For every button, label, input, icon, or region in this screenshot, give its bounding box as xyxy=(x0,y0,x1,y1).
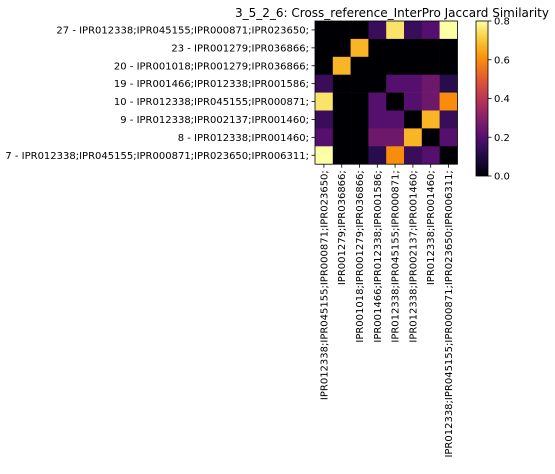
heatmap-cell xyxy=(404,38,423,58)
heatmap-cell xyxy=(315,128,334,147)
heatmap-cell xyxy=(350,38,369,58)
heatmap-cell xyxy=(404,74,423,93)
heatmap-cell xyxy=(421,74,440,93)
heatmap-cell xyxy=(350,56,369,75)
y-tick-label: 8 - IPR012338;IPR001460; xyxy=(178,133,309,144)
heatmap-cell xyxy=(315,21,334,40)
heatmap-cell xyxy=(404,110,423,129)
heatmap-cell xyxy=(368,21,387,40)
heatmap-cell xyxy=(404,128,423,147)
y-tick-label: 7 - IPR012338;IPR045155;IPR000871;IPR023… xyxy=(5,151,309,162)
x-tick-label: IPR001466;IPR012338;IPR001586; xyxy=(373,170,384,342)
heatmap-cell xyxy=(332,128,351,147)
colorbar-tick-label: 0.4 xyxy=(494,94,510,105)
heatmap-cell xyxy=(332,74,351,93)
heatmap-cell xyxy=(439,38,458,58)
heatmap-cell xyxy=(386,146,405,165)
heatmap-cell xyxy=(439,146,458,165)
heatmap-cell xyxy=(386,21,405,40)
heatmap-cell xyxy=(439,56,458,75)
heatmap-cell xyxy=(439,74,458,93)
heatmap-cell xyxy=(350,74,369,93)
heatmap-cell xyxy=(368,110,387,129)
heatmap-cell xyxy=(421,128,440,147)
x-tick-label: IPR001018;IPR001279;IPR036866; xyxy=(355,170,366,342)
heatmap-cell xyxy=(421,110,440,129)
y-tick-label: 19 - IPR001466;IPR012338;IPR001586; xyxy=(114,79,309,90)
heatmap-cell xyxy=(332,21,351,40)
colorbar-gradient xyxy=(475,20,489,177)
heatmap-cell xyxy=(332,56,351,75)
chart-title: 3_5_2_6: Cross_reference_InterPro Jaccar… xyxy=(235,6,549,20)
heatmap-cell xyxy=(368,146,387,165)
y-tick-label: 20 - IPR001018;IPR001279;IPR036866; xyxy=(114,61,309,72)
y-tick-label: 10 - IPR012338;IPR045155;IPR000871; xyxy=(114,97,309,108)
heatmap-cell xyxy=(315,38,334,58)
heatmap-cell xyxy=(368,128,387,147)
heatmap-cell xyxy=(404,21,423,40)
heatmap-cell xyxy=(386,38,405,58)
heatmap-cell xyxy=(439,128,458,147)
plot-frame xyxy=(314,20,458,165)
heatmap-cell xyxy=(421,56,440,75)
heatmap-cell xyxy=(439,92,458,111)
heatmap-cell xyxy=(368,38,387,58)
x-tick-label: IPR012338;IPR001460; xyxy=(426,170,437,285)
x-tick-label: IPR012338;IPR045155;IPR000871;IPR023650; xyxy=(319,170,330,400)
heatmap-cell xyxy=(368,74,387,93)
heatmap-cell xyxy=(404,92,423,111)
heatmap-cell xyxy=(368,92,387,111)
heatmap-cell xyxy=(350,146,369,165)
heatmap-cell xyxy=(386,56,405,75)
heatmap-cells xyxy=(315,21,458,165)
colorbar-tick-label: 0.0 xyxy=(494,172,510,183)
heatmap-cell xyxy=(439,110,458,129)
heatmap-cell xyxy=(315,74,334,93)
x-tick-label: IPR012338;IPR045155;IPR000871; xyxy=(391,170,402,342)
heatmap-cell xyxy=(315,56,334,75)
y-tick-label: 27 - IPR012338;IPR045155;IPR000871;IPR02… xyxy=(56,25,309,36)
x-tick-label: IPR012338;IPR002137;IPR001460; xyxy=(408,170,419,342)
heatmap-cell xyxy=(386,92,405,111)
colorbar-tick-label: 0.6 xyxy=(494,55,510,66)
y-tick-label: 9 - IPR012338;IPR002137;IPR001460; xyxy=(120,115,309,126)
colorbar-tick-label: 0.2 xyxy=(494,133,510,144)
heatmap-cell xyxy=(332,38,351,58)
heatmap-cell xyxy=(350,21,369,40)
heatmap-cell xyxy=(386,110,405,129)
heatmap-cell xyxy=(332,110,351,129)
heatmap-cell xyxy=(386,74,405,93)
heatmap-cell xyxy=(315,146,334,165)
y-tick-label: 23 - IPR001279;IPR036866; xyxy=(171,43,309,54)
heatmap-cell xyxy=(350,128,369,147)
y-axis-labels: 27 - IPR012338;IPR045155;IPR000871;IPR02… xyxy=(5,25,315,162)
heatmap-cell xyxy=(439,21,458,40)
colorbar-tick-label: 0.8 xyxy=(494,17,510,28)
heatmap-cell xyxy=(315,92,334,111)
heatmap-cell xyxy=(386,128,405,147)
heatmap-cell xyxy=(421,38,440,58)
heatmap-cell xyxy=(421,146,440,165)
heatmap-cell xyxy=(404,146,423,165)
heatmap-cell xyxy=(350,92,369,111)
heatmap-cell xyxy=(421,92,440,111)
heatmap-cell xyxy=(404,56,423,75)
x-tick-label: IPR012338;IPR045155;IPR000871;IPR023650;… xyxy=(444,170,455,457)
x-tick-label: IPR001279;IPR036866; xyxy=(337,170,348,285)
heatmap-cell xyxy=(421,21,440,40)
colorbar: 0.0 0.2 0.4 0.6 0.8 xyxy=(475,17,510,183)
heatmap-cell xyxy=(332,146,351,165)
heatmap-cell xyxy=(368,56,387,75)
heatmap-cell xyxy=(332,92,351,111)
heatmap-cell xyxy=(315,110,334,129)
x-axis-labels: IPR012338;IPR045155;IPR000871;IPR023650;… xyxy=(319,164,455,458)
heatmap-cell xyxy=(350,110,369,129)
